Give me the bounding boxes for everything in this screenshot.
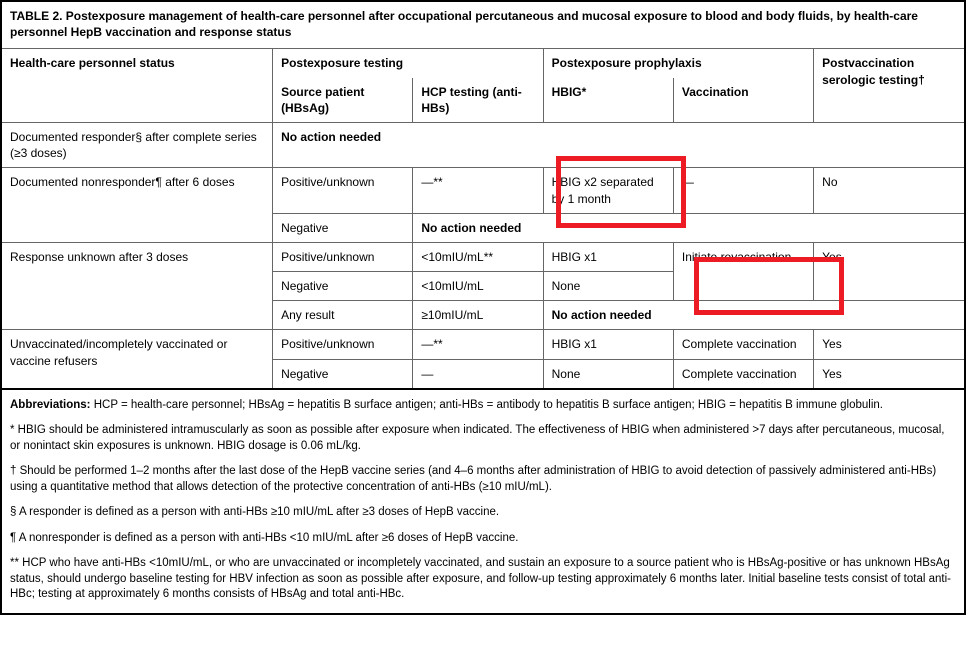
hdr-source: Source patient (HBsAg) — [273, 78, 413, 123]
cell-hcp: <10mIU/mL** — [413, 242, 543, 271]
cell-source: Any result — [273, 301, 413, 330]
footnote-abbr: Abbreviations: HCP = health-care personn… — [10, 398, 956, 414]
row-responder: Documented responder§ after complete ser… — [2, 122, 964, 167]
cell-test: Yes — [814, 242, 964, 300]
cell-hbig: HBIG x1 — [543, 242, 673, 271]
cell-vacc: Complete vaccination — [673, 359, 813, 388]
header-row-1: Health-care personnel status Postexposur… — [2, 49, 964, 77]
cell-vacc: Complete vaccination — [673, 330, 813, 359]
cell-source: Negative — [273, 359, 413, 388]
cell-status: Documented nonresponder¶ after 6 doses — [2, 168, 273, 243]
cell-hcp: —** — [413, 168, 543, 213]
cell-no-action: No action needed — [413, 213, 964, 242]
row-unknown-a: Response unknown after 3 doses Positive/… — [2, 242, 964, 271]
cell-source: Positive/unknown — [273, 242, 413, 271]
hdr-postvacc-testing: Postvaccination serologic testing† — [814, 49, 964, 122]
hdr-status: Health-care personnel status — [2, 49, 273, 122]
cell-hbig: None — [543, 359, 673, 388]
cell-hbig: HBIG x1 — [543, 330, 673, 359]
cell-no-action: No action needed — [543, 301, 964, 330]
abbr-text: HCP = health-care personnel; HBsAg = hep… — [91, 399, 883, 411]
footnote-star: * HBIG should be administered intramuscu… — [10, 423, 956, 454]
cell-vacc: Initiate revaccination — [673, 242, 813, 300]
cell-hcp: <10mIU/mL — [413, 272, 543, 301]
cell-hbig: None — [543, 272, 673, 301]
cell-source: Negative — [273, 213, 413, 242]
row-nonresponder-a: Documented nonresponder¶ after 6 doses P… — [2, 168, 964, 213]
cell-hcp: ≥10mIU/mL — [413, 301, 543, 330]
hdr-hbig: HBIG* — [543, 78, 673, 123]
hdr-postexposure-testing: Postexposure testing — [273, 49, 544, 77]
table-title: TABLE 2. Postexposure management of heal… — [2, 2, 964, 49]
footnote-pilcrow: ¶ A nonresponder is defined as a person … — [10, 531, 956, 547]
footnote-section: § A responder is defined as a person wit… — [10, 505, 956, 521]
cell-status: Response unknown after 3 doses — [2, 242, 273, 330]
footnotes: Abbreviations: HCP = health-care personn… — [2, 388, 964, 613]
footnote-dagger: † Should be performed 1–2 months after t… — [10, 464, 956, 495]
hdr-vaccination: Vaccination — [673, 78, 813, 123]
cell-status: Unvaccinated/incompletely vaccinated or … — [2, 330, 273, 388]
cell-hcp: — — [413, 359, 543, 388]
abbr-label: Abbreviations: — [10, 399, 91, 411]
hdr-hcp-testing: HCP testing (anti-HBs) — [413, 78, 543, 123]
cell-source: Positive/unknown — [273, 168, 413, 213]
cell-test: Yes — [814, 330, 964, 359]
cell-vacc: — — [673, 168, 813, 213]
cell-test: No — [814, 168, 964, 213]
row-unvacc-a: Unvaccinated/incompletely vaccinated or … — [2, 330, 964, 359]
cell-source: Negative — [273, 272, 413, 301]
cell-test: Yes — [814, 359, 964, 388]
main-table: Health-care personnel status Postexposur… — [2, 49, 964, 387]
cell-source: Positive/unknown — [273, 330, 413, 359]
table-container: TABLE 2. Postexposure management of heal… — [0, 0, 966, 615]
footnote-dstar: ** HCP who have anti-HBs <10mIU/mL, or w… — [10, 556, 956, 603]
cell-no-action: No action needed — [273, 122, 964, 167]
hdr-postexposure-prophylaxis: Postexposure prophylaxis — [543, 49, 814, 77]
cell-status: Documented responder§ after complete ser… — [2, 122, 273, 167]
cell-hcp: —** — [413, 330, 543, 359]
cell-hbig: HBIG x2 separated by 1 month — [543, 168, 673, 213]
